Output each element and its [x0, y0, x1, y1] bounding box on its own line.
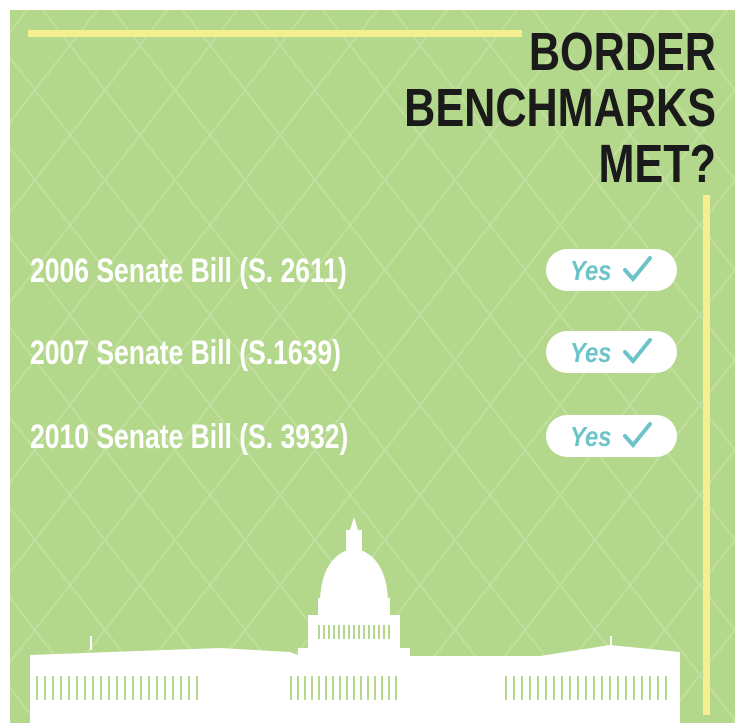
bill-label: 2007 Senate Bill (S.1639) [30, 334, 341, 372]
column-gap [332, 676, 334, 700]
column-gap [180, 676, 182, 700]
column-gap [333, 625, 335, 639]
column-gap [374, 676, 376, 700]
column-gap [383, 625, 385, 639]
column-gap [593, 676, 595, 700]
column-gap [297, 676, 299, 700]
column-gap [521, 676, 523, 700]
column-gap [367, 676, 369, 700]
answer-pill [546, 415, 677, 457]
column-gap [124, 676, 126, 700]
column-gap [148, 676, 150, 700]
answer: Yes [570, 254, 611, 286]
column-gap [346, 676, 348, 700]
column-gap [156, 676, 158, 700]
column-gap [529, 676, 531, 700]
column-gap [601, 676, 603, 700]
side-rule [703, 195, 710, 715]
answer: Yes [570, 420, 611, 452]
column-gap [609, 676, 611, 700]
column-gap [353, 676, 355, 700]
column-gap [360, 676, 362, 700]
column-gap [545, 676, 547, 700]
column-gap [116, 676, 118, 700]
column-gap [358, 625, 360, 639]
answer: Yes [570, 336, 611, 368]
infographic: BORDERBENCHMARKSMET? 2006 Senate Bill (S… [0, 0, 735, 723]
column-gap [290, 676, 292, 700]
column-gap [353, 625, 355, 639]
column-gap [553, 676, 555, 700]
column-gap [348, 625, 350, 639]
column-gap [140, 676, 142, 700]
bill-label: 2006 Senate Bill (S. 2611) [30, 252, 347, 290]
column-gap [108, 676, 110, 700]
column-gap [577, 676, 579, 700]
column-gap [617, 676, 619, 700]
column-gap [318, 625, 320, 639]
column-gap [92, 676, 94, 700]
column-gap [561, 676, 563, 700]
column-gap [338, 625, 340, 639]
column-gap [172, 676, 174, 700]
column-gap [100, 676, 102, 700]
column-gap [52, 676, 54, 700]
column-gap [649, 676, 651, 700]
top-rule [28, 30, 522, 37]
column-gap [44, 676, 46, 700]
column-gap [68, 676, 70, 700]
column-gap [625, 676, 627, 700]
column-gap [505, 676, 507, 700]
column-gap [325, 676, 327, 700]
column-gap [76, 676, 78, 700]
bill-label: 2010 Senate Bill (S. 3932) [30, 418, 348, 456]
column-gap [328, 625, 330, 639]
column-gap [585, 676, 587, 700]
column-gap [633, 676, 635, 700]
column-gap [323, 625, 325, 639]
column-gap [60, 676, 62, 700]
column-gap [388, 676, 390, 700]
column-gap [318, 676, 320, 700]
column-gap [513, 676, 515, 700]
column-gap [381, 676, 383, 700]
column-gap [311, 676, 313, 700]
column-gap [569, 676, 571, 700]
column-gap [537, 676, 539, 700]
column-gap [395, 676, 397, 700]
column-gap [388, 625, 390, 639]
column-gap [665, 676, 667, 700]
column-gap [339, 676, 341, 700]
title-line: BORDER [529, 23, 716, 83]
column-gap [132, 676, 134, 700]
column-gap [196, 676, 198, 700]
column-gap [373, 625, 375, 639]
column-gap [304, 676, 306, 700]
column-gap [188, 676, 190, 700]
answer-pill [546, 331, 677, 373]
title-line: BENCHMARKS [404, 79, 716, 139]
column-gap [164, 676, 166, 700]
column-gap [36, 676, 38, 700]
column-gap [343, 625, 345, 639]
column-gap [378, 625, 380, 639]
column-gap [84, 676, 86, 700]
column-gap [368, 625, 370, 639]
title-line: MET? [598, 135, 716, 195]
column-gap [657, 676, 659, 700]
answer-pill [546, 249, 677, 291]
column-gap [363, 625, 365, 639]
column-gap [641, 676, 643, 700]
